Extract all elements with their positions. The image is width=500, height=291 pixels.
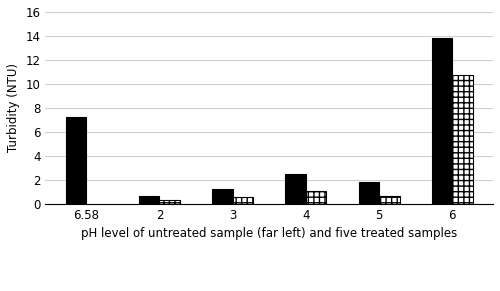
Y-axis label: Turbidity (NTU): Turbidity (NTU) [7, 63, 20, 152]
Bar [358, 182, 379, 204]
Bar [212, 189, 233, 204]
Bar [232, 197, 253, 204]
Bar [452, 75, 472, 204]
Bar [306, 191, 326, 204]
Bar [286, 174, 306, 204]
Bar [160, 200, 180, 204]
Bar [432, 38, 452, 204]
Bar [379, 196, 400, 204]
X-axis label: pH level of untreated sample (far left) and five treated samples: pH level of untreated sample (far left) … [81, 227, 458, 240]
Bar [66, 117, 86, 204]
Bar [139, 196, 160, 204]
